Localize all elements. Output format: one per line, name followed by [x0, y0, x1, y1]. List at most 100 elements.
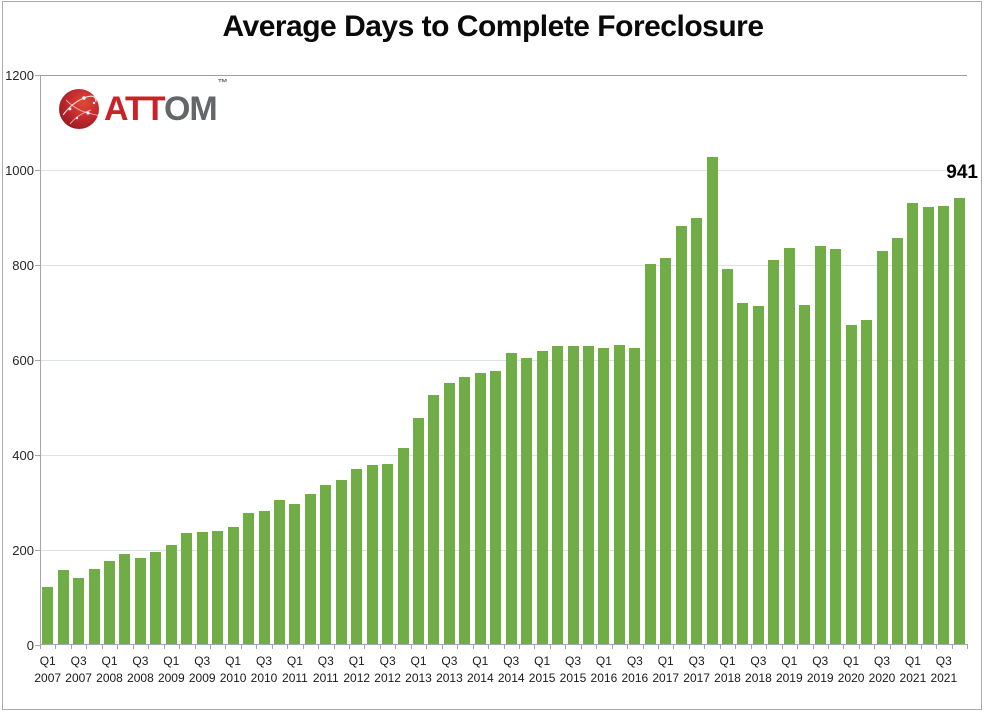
bar-q3-2019 — [814, 245, 826, 645]
bar-q4-2012 — [397, 448, 409, 645]
x-axis-tick — [750, 645, 752, 649]
bar-q4-2009 — [212, 531, 224, 645]
logo-text-gray: OM — [163, 89, 218, 128]
x-axis-label-q1-2019: Q1 2019 — [775, 654, 803, 685]
x-axis-tick — [364, 645, 366, 649]
x-axis-tick — [812, 645, 814, 649]
x-axis-tick — [426, 645, 428, 649]
x-axis-tick — [951, 645, 953, 649]
x-axis-label-q1-2015: Q1 2015 — [528, 654, 556, 685]
y-axis-label: 0 — [26, 638, 34, 653]
x-axis-label-q3-2017: Q3 2017 — [683, 654, 710, 685]
x-axis-tick — [55, 645, 57, 649]
bar-q1-2012 — [351, 469, 363, 645]
bar-q2-2018 — [737, 303, 749, 645]
x-axis-label-q1-2016: Q1 2016 — [590, 654, 618, 685]
bar-q2-2013 — [428, 395, 440, 645]
x-axis-label-q1-2011: Q1 2011 — [282, 654, 308, 685]
x-axis-tick — [781, 645, 783, 649]
x-axis-label-q1-2010: Q1 2010 — [219, 654, 247, 685]
x-axis-tick — [611, 645, 613, 649]
bar-q4-2019 — [830, 248, 842, 645]
x-axis-tick — [766, 645, 768, 649]
bar-q3-2017 — [691, 218, 703, 645]
bar-q2-2014 — [490, 370, 502, 645]
x-axis-tick — [271, 645, 273, 649]
bar-q4-2021 — [953, 198, 965, 645]
y-axis-label: 1200 — [5, 68, 34, 83]
x-axis-tick — [704, 645, 706, 649]
x-axis-label-q3-2012: Q3 2012 — [374, 654, 401, 685]
x-axis-tick — [627, 645, 629, 649]
x-axis-label-q3-2011: Q3 2011 — [312, 654, 339, 685]
bar-q4-2020 — [891, 237, 903, 645]
gridline-600 — [40, 359, 967, 361]
bar-q3-2009 — [196, 532, 208, 645]
bar-q2-2020 — [861, 319, 873, 645]
x-axis-label-q1-2021: Q1 2021 — [899, 654, 927, 685]
x-axis-tick — [688, 645, 690, 649]
bar-q1-2015 — [536, 350, 548, 645]
x-axis-label-q3-2016: Q3 2016 — [621, 654, 649, 685]
gridline-800 — [40, 264, 967, 266]
x-axis-label-q3-2010: Q3 2010 — [250, 654, 278, 685]
x-axis-label-q1-2018: Q1 2018 — [714, 654, 741, 685]
bar-q3-2021 — [938, 206, 950, 645]
bar-q1-2008 — [104, 561, 115, 645]
x-axis-tick — [658, 645, 659, 649]
x-axis-tick — [225, 645, 227, 649]
x-axis-label-q1-2013: Q1 2013 — [405, 654, 432, 685]
x-axis-tick — [920, 645, 922, 649]
bar-q1-2021 — [907, 203, 919, 645]
x-axis-tick — [797, 645, 799, 649]
x-axis-tick — [905, 645, 907, 649]
bar-q3-2008 — [134, 557, 146, 645]
x-axis-tick — [549, 645, 551, 649]
bar-q4-2018 — [768, 259, 780, 645]
x-axis-tick — [40, 645, 41, 649]
bar-q4-2015 — [582, 346, 594, 645]
x-axis-label-q1-2012: Q1 2012 — [343, 654, 371, 685]
bar-q3-2016 — [629, 348, 641, 645]
x-axis-tick — [936, 645, 938, 649]
x-axis-tick — [889, 645, 891, 649]
x-axis-label-q3-2014: Q3 2014 — [497, 654, 525, 685]
bar-q2-2007 — [57, 570, 69, 645]
bar-q2-2019 — [799, 304, 811, 645]
x-axis-label-q1-2007: Q1 2007 — [34, 654, 62, 685]
bar-q3-2018 — [752, 306, 764, 645]
x-axis-tick — [395, 645, 397, 649]
x-axis-label-q3-2008: Q3 2008 — [127, 654, 154, 685]
y-axis-tick — [35, 455, 40, 456]
bar-q2-2016 — [613, 345, 625, 645]
y-axis-label: 200 — [12, 543, 34, 558]
x-axis-tick — [580, 645, 582, 649]
x-axis-label-q3-2013: Q3 2013 — [436, 654, 463, 685]
x-axis-tick — [379, 645, 381, 649]
y-axis-label: 400 — [12, 448, 34, 463]
bar-q2-2009 — [181, 532, 193, 645]
bar-q3-2015 — [567, 345, 579, 645]
logo-text-red: ATT — [104, 89, 165, 128]
bar-q1-2018 — [722, 269, 733, 645]
x-axis-tick — [858, 645, 860, 649]
bar-q2-2010 — [243, 512, 255, 645]
x-axis-tick — [441, 645, 443, 649]
bar-q4-2010 — [273, 500, 285, 645]
bar-q1-2020 — [845, 325, 857, 645]
bar-q1-2016 — [598, 348, 610, 645]
x-axis-tick — [302, 645, 304, 649]
x-axis-tick — [194, 645, 196, 649]
attom-globe-icon — [59, 89, 99, 129]
bar-q4-2014 — [521, 358, 533, 645]
x-axis-tick — [503, 645, 505, 649]
x-axis-tick — [472, 645, 474, 649]
y-axis-tick — [35, 645, 40, 646]
x-axis-label-q1-2020: Q1 2020 — [837, 654, 865, 685]
x-axis-tick — [132, 645, 134, 649]
x-axis-line — [40, 644, 968, 645]
x-axis-tick — [333, 645, 335, 649]
gridline-400 — [40, 454, 967, 456]
y-axis-tick — [35, 360, 40, 361]
y-axis-tick — [35, 75, 40, 76]
